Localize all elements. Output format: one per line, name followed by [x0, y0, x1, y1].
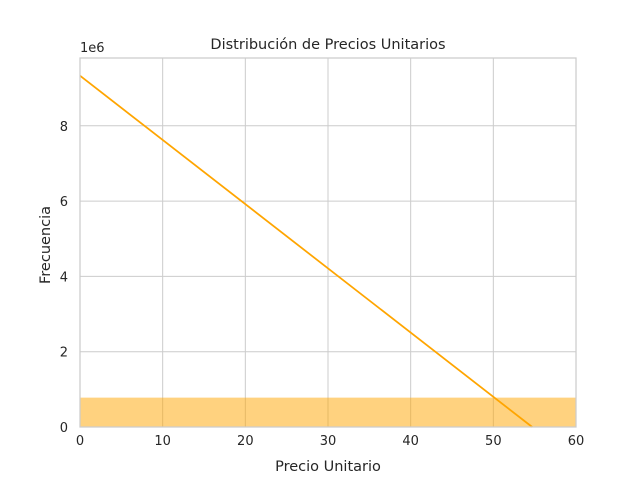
density-line-layer: [79, 75, 533, 428]
y-tick-label: 6: [60, 195, 68, 210]
x-tick-label: 30: [320, 434, 337, 449]
x-tick-label: 50: [485, 434, 502, 449]
density-line: [79, 75, 533, 428]
chart-title: Distribución de Precios Unitarios: [210, 37, 445, 53]
y-tick-labels: 0 2 4 6 8: [60, 120, 68, 436]
x-tick-label: 0: [76, 434, 84, 449]
plot-frame: [79, 57, 577, 428]
x-tick-label: 20: [237, 434, 254, 449]
y-tick-label: 8: [60, 120, 68, 135]
y-tick-label: 0: [60, 421, 68, 436]
x-tick-label: 40: [402, 434, 419, 449]
x-tick-label: 10: [154, 434, 171, 449]
y-axis-label: Frecuencia: [38, 206, 54, 284]
y-tick-label: 4: [60, 270, 68, 285]
x-tick-labels: 0 10 20 30 40 50 60: [76, 434, 584, 449]
x-axis-label: Precio Unitario: [275, 459, 381, 475]
histogram-bars: [80, 397, 576, 427]
y-offset-label: 1e6: [80, 41, 105, 56]
x-tick-label: 60: [568, 434, 585, 449]
histogram-bar: [80, 397, 576, 427]
y-tick-label: 2: [60, 346, 68, 361]
